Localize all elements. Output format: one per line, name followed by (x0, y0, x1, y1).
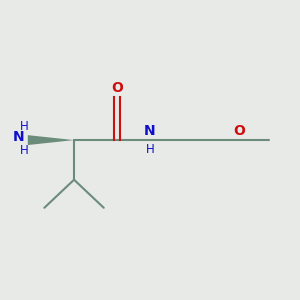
Text: H: H (20, 144, 29, 157)
Polygon shape (28, 135, 74, 145)
Text: H: H (146, 143, 154, 156)
Text: N: N (13, 130, 24, 145)
Text: N: N (144, 124, 156, 138)
Text: H: H (20, 120, 29, 133)
Text: O: O (233, 124, 245, 138)
Text: O: O (111, 81, 123, 95)
